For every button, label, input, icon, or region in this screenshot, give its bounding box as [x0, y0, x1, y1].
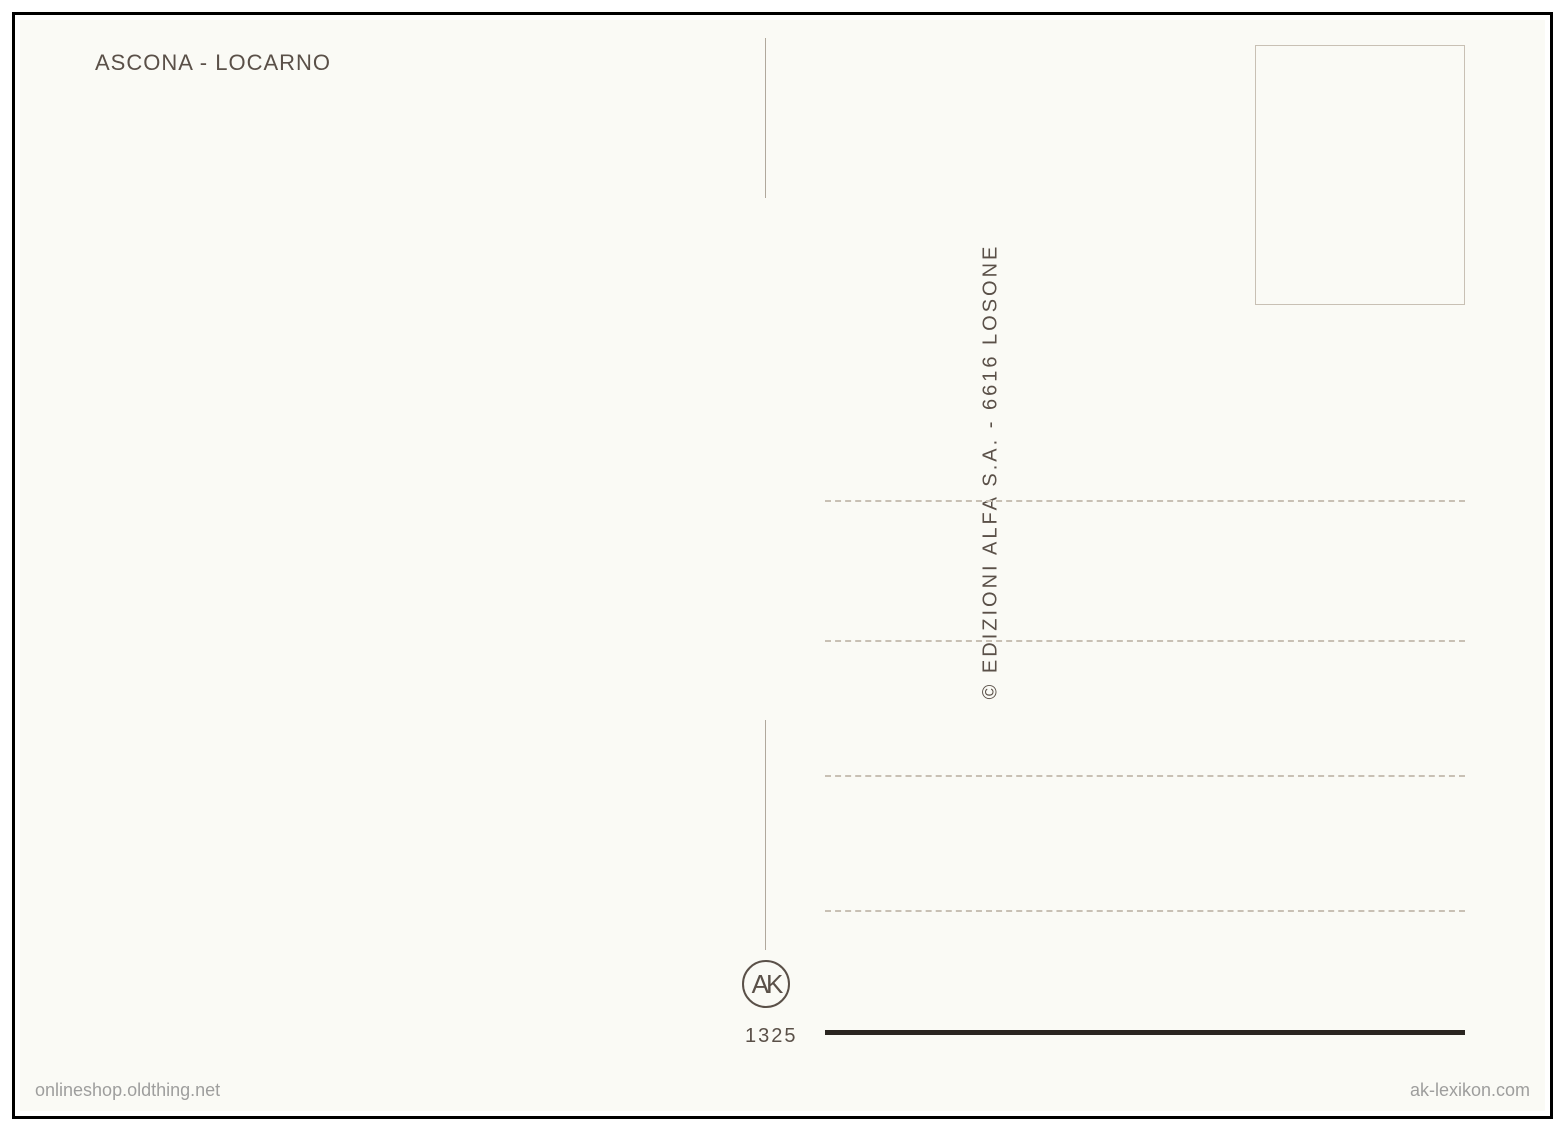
address-line-4 — [825, 910, 1465, 912]
center-divider-top — [765, 38, 766, 198]
center-divider-bottom — [765, 720, 766, 950]
address-line-1 — [825, 500, 1465, 502]
address-line-3 — [825, 775, 1465, 777]
address-line-2 — [825, 640, 1465, 642]
postcard-title: ASCONA - LOCARNO — [95, 50, 331, 76]
watermark-left: onlineshop.oldthing.net — [35, 1080, 220, 1101]
publisher-logo: AK — [742, 960, 790, 1008]
publisher-logo-text: AK — [752, 969, 781, 1000]
publisher-credit: © EDIZIONI ALFA S.A. - 6616 LOSONE — [979, 244, 1002, 700]
watermark-right: ak-lexikon.com — [1410, 1080, 1530, 1101]
bottom-solid-line — [825, 1030, 1465, 1035]
stamp-placeholder — [1255, 45, 1465, 305]
serial-number: 1325 — [745, 1025, 798, 1048]
